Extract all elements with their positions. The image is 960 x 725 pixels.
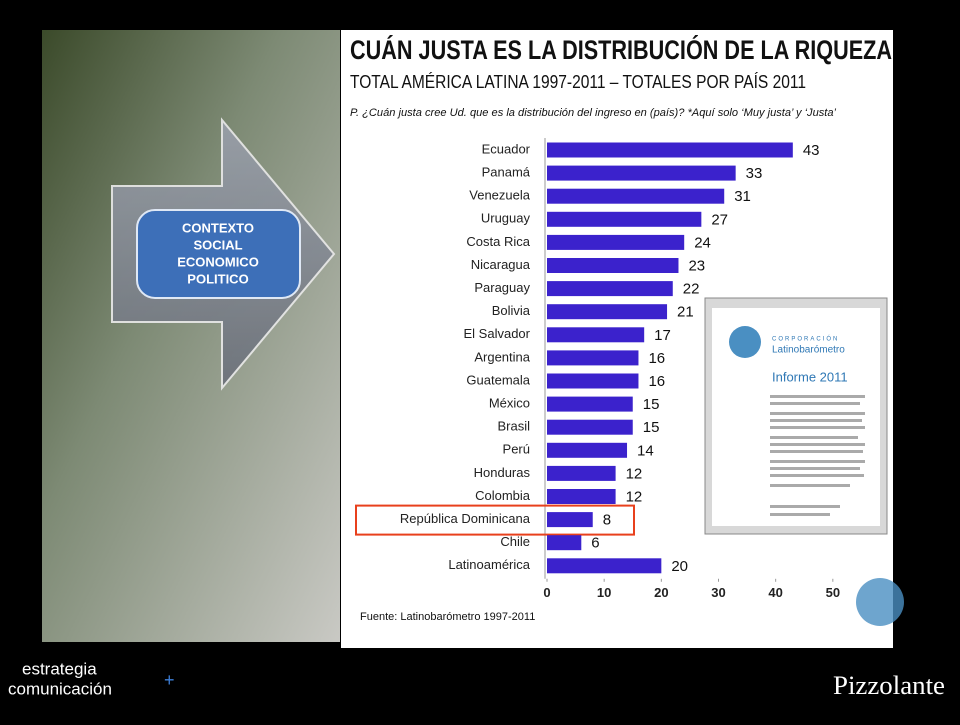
y-tick-label: Paraguay: [474, 280, 530, 295]
y-tick-label: Panamá: [482, 165, 531, 180]
report-org-small: CORPORACIÓN: [772, 336, 839, 343]
bar: [547, 304, 668, 320]
bar: [547, 281, 673, 297]
context-line: SOCIAL: [193, 237, 242, 252]
data-label: 23: [688, 257, 705, 274]
context-line: ECONOMICO: [177, 254, 259, 269]
data-label: 17: [654, 327, 671, 344]
footer-left-1: estrategia: [22, 659, 97, 678]
photo: [42, 30, 340, 642]
y-tick-label: Uruguay: [481, 211, 531, 226]
data-label: 21: [677, 304, 694, 321]
data-label: 27: [711, 211, 728, 228]
data-label: 16: [648, 350, 665, 367]
bar: [547, 512, 593, 528]
x-tick-label: 10: [597, 585, 611, 600]
footer-plus: +: [164, 670, 175, 690]
data-label: 12: [626, 465, 643, 482]
y-tick-label: Perú: [503, 442, 530, 457]
context-line: POLITICO: [187, 271, 248, 286]
data-label: 12: [626, 488, 643, 505]
data-label: 31: [734, 188, 751, 205]
report-body: [770, 395, 865, 516]
y-tick-label: Venezuela: [469, 188, 530, 203]
bar: [547, 442, 628, 458]
bar: [547, 465, 616, 481]
data-label: 24: [694, 234, 711, 251]
bar: [547, 489, 616, 504]
chart-subtitle: TOTAL AMÉRICA LATINA 1997-2011 – TOTALES…: [350, 72, 806, 92]
bar: [547, 142, 793, 158]
bar: [547, 373, 639, 389]
bar: [547, 350, 639, 366]
question: P. ¿Cuán justa cree Ud. que es la distri…: [350, 107, 837, 119]
bar: [547, 419, 633, 435]
context-line: CONTEXTO: [182, 220, 254, 235]
bar: [547, 165, 736, 181]
footer-left-2: comunicación: [8, 679, 112, 698]
y-tick-label: Ecuador: [482, 141, 531, 156]
y-tick-label: Nicaragua: [471, 257, 531, 272]
y-tick-label: Latinoamérica: [448, 557, 530, 572]
report-title: Informe 2011: [772, 369, 848, 384]
data-label: 20: [671, 558, 688, 575]
bar: [547, 258, 679, 273]
report-logo: [729, 326, 761, 358]
source: Fuente: Latinobarómetro 1997-2011: [360, 611, 535, 623]
y-tick-label: Chile: [500, 534, 530, 549]
y-tick-label: México: [489, 396, 530, 411]
y-tick-label: Guatemala: [466, 372, 530, 387]
data-label: 6: [591, 535, 599, 552]
plot: 0 10 20 30 40 50 Ecuador 43 Panamá 33 Venezuela 31 U…: [355, 138, 840, 600]
bar: [547, 211, 702, 227]
chart-title: CUÁN JUSTA ES LA DISTRIBUCIÓN DE LA RIQU…: [350, 34, 892, 65]
y-tick-label: Argentina: [474, 349, 530, 364]
bar: [547, 396, 633, 412]
data-label: 33: [746, 165, 763, 182]
bar: [547, 234, 685, 250]
data-label: 22: [683, 281, 700, 298]
bar: [547, 188, 725, 204]
data-label: 14: [637, 442, 654, 459]
y-tick-label: Bolivia: [492, 303, 531, 318]
x-tick-label: 30: [711, 585, 725, 600]
bar: [547, 558, 662, 574]
watermark-logo: [856, 578, 904, 626]
data-label: 43: [803, 142, 820, 159]
x-tick-label: 50: [826, 585, 840, 600]
y-tick-label: Brasil: [497, 419, 530, 434]
y-tick-label: Honduras: [474, 465, 531, 480]
data-label: 16: [648, 373, 665, 390]
footer-right: Pizzolante: [833, 671, 945, 700]
highlight-box: [355, 504, 635, 536]
context-text: CONTEXTO SOCIAL ECONOMICO POLITICO: [177, 220, 259, 286]
x-tick-label: 0: [543, 585, 550, 600]
x-tick-label: 20: [654, 585, 668, 600]
data-label: 15: [643, 396, 660, 413]
x-tick-label: 40: [768, 585, 782, 600]
y-tick-label: Costa Rica: [466, 234, 530, 249]
y-tick-label: Colombia: [475, 488, 531, 503]
report-org: Latinobarómetro: [772, 345, 845, 356]
data-label: 8: [603, 512, 611, 529]
data-label: 15: [643, 419, 660, 436]
context-box: [136, 209, 301, 299]
bar: [547, 535, 582, 551]
bar: [547, 327, 645, 343]
y-tick-label: El Salvador: [464, 326, 531, 341]
y-tick-label: República Dominicana: [400, 511, 531, 526]
